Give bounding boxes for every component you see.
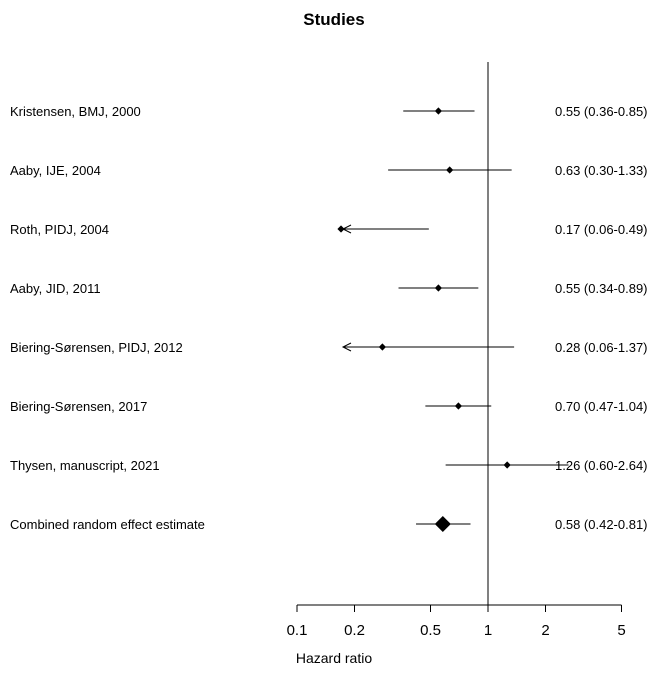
x-tick-label: 5 — [617, 622, 625, 639]
study-6-label: Biering-Sørensen, 2017 — [10, 399, 147, 414]
study-2-label: Aaby, IJE, 2004 — [10, 163, 101, 178]
study-4-estimate: 0.55 (0.34-0.89) — [555, 281, 648, 296]
study-2-point — [446, 166, 454, 174]
study-5-label: Biering-Sørensen, PIDJ, 2012 — [10, 340, 183, 355]
study-1-estimate: 0.55 (0.36-0.85) — [555, 104, 648, 119]
x-tick-label: 0.2 — [344, 622, 365, 639]
x-tick-label: 2 — [541, 622, 549, 639]
study-3-label: Roth, PIDJ, 2004 — [10, 222, 109, 237]
study-6-point — [454, 402, 463, 410]
study-5-clip-arrow — [341, 342, 352, 352]
study-2-estimate: 0.63 (0.30-1.33) — [555, 163, 648, 178]
x-axis-label: Hazard ratio — [295, 650, 373, 666]
study-3-estimate: 0.17 (0.06-0.49) — [555, 222, 648, 237]
study-1-label: Kristensen, BMJ, 2000 — [10, 104, 141, 119]
study-6-estimate: 0.70 (0.47-1.04) — [555, 399, 648, 414]
study-7-label: Thysen, manuscript, 2021 — [10, 458, 160, 473]
x-tick-label: 0.5 — [420, 622, 441, 639]
study-5-point — [378, 343, 387, 351]
study-4-point — [434, 284, 443, 292]
study-7-estimate: 1.26 (0.60-2.64) — [555, 458, 648, 473]
study-7-point — [503, 461, 511, 469]
study-5-estimate: 0.28 (0.06-1.37) — [555, 340, 648, 355]
study-4-label: Aaby, JID, 2011 — [10, 281, 101, 296]
x-tick-label: 0.1 — [287, 622, 308, 639]
study-1-point — [434, 107, 443, 115]
combined-estimate: 0.58 (0.42-0.81) — [555, 517, 648, 532]
study-3-point — [337, 225, 345, 233]
chart-title: Studies — [303, 10, 365, 29]
combined-diamond — [434, 516, 451, 532]
combined-label: Combined random effect estimate — [10, 517, 205, 532]
x-tick-label: 1 — [484, 622, 492, 639]
